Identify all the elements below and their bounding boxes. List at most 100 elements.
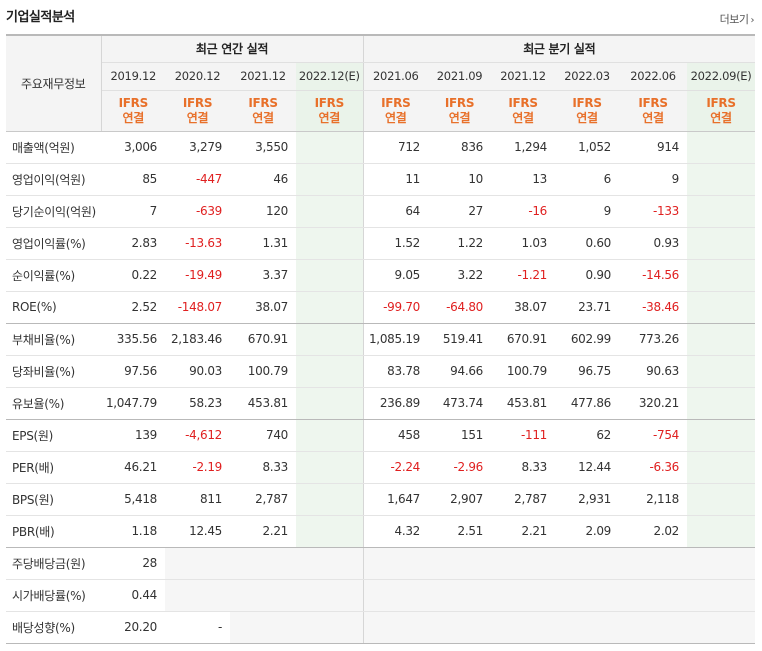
annual-value-cell: 2,183.46 — [165, 323, 230, 356]
ifrs-consolidated-text: 연결 — [448, 110, 471, 125]
quarter-value-cell: 0.93 — [619, 227, 688, 260]
quarter-value-cell — [363, 579, 429, 612]
annual-value-cell: 58.23 — [165, 387, 230, 420]
quarter-date-header: 2022.06 — [619, 62, 688, 91]
row-header-label: 주요재무정보 — [6, 35, 102, 132]
annual-value-cell: 2.83 — [101, 227, 165, 260]
annual-value-cell — [296, 195, 364, 228]
annual-value-cell: -4,612 — [165, 419, 230, 452]
annual-value-cell: 5,418 — [101, 483, 165, 516]
table-row: 시가배당률(%) 0.44 — [6, 579, 756, 612]
table-row: 순이익률(%) 0.22 -19.49 3.37 9.05 3.22 -1.21 0.90 -1… — [6, 259, 756, 292]
annual-value-cell: 139 — [101, 419, 165, 452]
quarter-value-cell: 1,085.19 — [363, 323, 429, 356]
annual-value-cell: 46.21 — [101, 451, 165, 484]
more-link[interactable]: 더보기 › — [720, 11, 755, 27]
quarter-value-cell: 1,647 — [363, 483, 429, 516]
ifrs-text: IFRS — [118, 95, 149, 110]
quarter-value-cell: 11 — [363, 163, 429, 196]
quarter-value-cell — [687, 451, 756, 484]
quarter-value-cell: 1,294 — [491, 131, 556, 164]
quarter-group-header: 최근 분기 실적 — [363, 35, 756, 63]
annual-date-header: 2022.12(E) — [296, 62, 364, 91]
annual-value-cell: 20.20 — [101, 611, 165, 644]
ifrs-text: IFRS — [182, 95, 213, 110]
annual-value-cell — [296, 451, 364, 484]
quarter-value-cell: 12.44 — [555, 451, 620, 484]
annual-value-cell: 3,279 — [165, 131, 230, 164]
annual-value-cell: 85 — [101, 163, 165, 196]
annual-date-header: 2019.12 — [101, 62, 165, 91]
annual-value-cell: - — [165, 611, 230, 644]
quarter-value-cell: 4.32 — [363, 515, 429, 548]
row-label: 영업이익률(%) — [6, 227, 101, 260]
quarter-value-cell — [619, 547, 688, 580]
annual-value-cell: 0.22 — [101, 259, 165, 292]
quarter-value-cell: 473.74 — [428, 387, 492, 420]
row-label: 부채비율(%) — [6, 323, 101, 356]
annual-value-cell: -19.49 — [165, 259, 230, 292]
annual-value-cell: 1,047.79 — [101, 387, 165, 420]
annual-value-cell: 1.18 — [101, 515, 165, 548]
annual-value-cell — [230, 579, 296, 612]
row-label: 매출액(억원) — [6, 131, 101, 164]
annual-value-cell — [296, 387, 364, 420]
row-label: 영업이익(억원) — [6, 163, 101, 196]
ifrs-text: IFRS — [444, 95, 475, 110]
quarter-value-cell: 453.81 — [491, 387, 556, 420]
annual-value-cell: -639 — [165, 195, 230, 228]
quarter-value-cell: 13 — [491, 163, 556, 196]
table-row: 배당성향(%) 20.20- — [6, 611, 756, 644]
ifrs-consolidated-text: 연결 — [385, 110, 407, 125]
quarter-value-cell: 519.41 — [428, 323, 492, 356]
quarter-value-cell — [687, 419, 756, 452]
ifrs-consolidated-text: 연결 — [186, 110, 209, 125]
quarter-value-cell: 836 — [428, 131, 492, 164]
quarter-value-cell: 23.71 — [555, 291, 620, 324]
quarter-value-cell: 27 — [428, 195, 492, 228]
quarter-value-cell — [687, 547, 756, 580]
quarter-value-cell — [619, 611, 688, 644]
annual-value-cell: 453.81 — [230, 387, 296, 420]
annual-value-cell — [165, 579, 230, 612]
annual-value-cell: 46 — [230, 163, 296, 196]
quarter-value-cell — [555, 547, 620, 580]
quarter-date-header: 2021.12 — [491, 62, 556, 91]
ifrs-consolidated-text: 연결 — [122, 110, 145, 125]
quarter-value-cell: 602.99 — [555, 323, 620, 356]
quarter-value-cell: -754 — [619, 419, 688, 452]
table-row: BPS(원) 5,418 811 2,787 1,647 2,907 2,787 2,931 2… — [6, 483, 756, 516]
table-row: EPS(원) 139 -4,612 740 458 151 -111 62 -754 — [6, 419, 756, 452]
ifrs-label: IFRS 연결 — [165, 90, 230, 132]
annual-value-cell: -2.19 — [165, 451, 230, 484]
quarter-value-cell: 2,907 — [428, 483, 492, 516]
annual-value-cell — [230, 611, 296, 644]
annual-value-cell: 335.56 — [101, 323, 165, 356]
quarter-value-cell: -1.21 — [491, 259, 556, 292]
quarter-value-cell — [491, 611, 556, 644]
quarter-date-header: 2021.06 — [363, 62, 429, 91]
annual-value-cell: -13.63 — [165, 227, 230, 260]
row-label: 순이익률(%) — [6, 259, 101, 292]
annual-value-cell — [296, 483, 364, 516]
table-row: 당좌비율(%) 97.56 90.03 100.79 83.78 94.66 100.79 9… — [6, 355, 756, 388]
quarter-date-header: 2021.09 — [428, 62, 492, 91]
quarter-value-cell: 2,931 — [555, 483, 620, 516]
quarter-value-cell: 94.66 — [428, 355, 492, 388]
quarter-value-cell: 236.89 — [363, 387, 429, 420]
quarter-value-cell — [687, 483, 756, 516]
annual-value-cell: 670.91 — [230, 323, 296, 356]
quarter-date-header: 2022.03 — [555, 62, 620, 91]
quarter-value-cell: 9 — [619, 163, 688, 196]
ifrs-text: IFRS — [638, 95, 668, 110]
quarter-value-cell: 10 — [428, 163, 492, 196]
annual-value-cell — [296, 131, 364, 164]
ifrs-text: IFRS — [314, 95, 345, 110]
quarter-value-cell: -64.80 — [428, 291, 492, 324]
annual-date-header: 2020.12 — [165, 62, 230, 91]
row-label: 당좌비율(%) — [6, 355, 101, 388]
quarter-value-cell: 2.51 — [428, 515, 492, 548]
quarter-value-cell — [687, 355, 756, 388]
quarter-value-cell: 914 — [619, 131, 688, 164]
quarter-value-cell: 0.90 — [555, 259, 620, 292]
